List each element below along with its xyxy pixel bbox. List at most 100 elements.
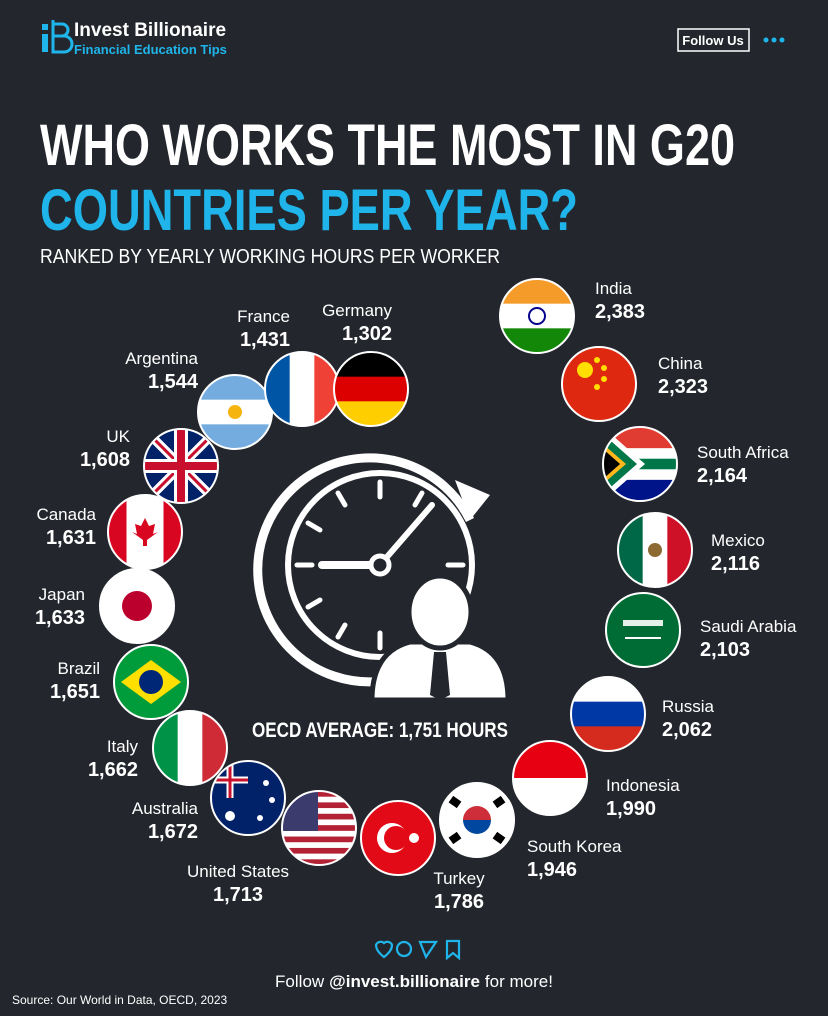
flag-emblem xyxy=(528,307,546,325)
flag-border xyxy=(152,710,228,786)
flag-emblem xyxy=(601,376,607,382)
flag-stripe xyxy=(603,448,677,460)
country-hours: 1,631 xyxy=(46,527,96,549)
flag-body xyxy=(603,427,677,501)
oecd-average: OECD AVERAGE: 1,751 HOURS xyxy=(252,719,508,742)
flag xyxy=(333,351,409,427)
country-name: Canada xyxy=(36,505,96,524)
tagline: Financial Education Tips xyxy=(74,42,227,57)
flag-border xyxy=(570,676,646,752)
country-name: Indonesia xyxy=(606,776,680,795)
country-hours: 1,713 xyxy=(213,884,263,906)
flag xyxy=(561,346,637,422)
flag-stripe xyxy=(282,813,356,820)
flag-emblem xyxy=(211,761,248,798)
flag-body xyxy=(114,645,188,719)
social-icons[interactable] xyxy=(374,939,461,961)
flag-body xyxy=(100,569,174,643)
flag-emblem xyxy=(648,543,662,557)
follow-line: Follow @invest.billionaire for more! xyxy=(275,972,553,991)
country-hours: 1,990 xyxy=(606,798,656,820)
flag-emblem xyxy=(463,806,491,820)
flag xyxy=(602,426,678,502)
follow-prefix: Follow xyxy=(275,972,325,991)
flag-emblem xyxy=(225,811,235,821)
flag-border xyxy=(107,494,183,570)
flag-stripe xyxy=(289,352,315,426)
flag-border xyxy=(143,428,219,504)
flag-stripe xyxy=(282,853,356,860)
country-hours: 2,062 xyxy=(662,719,712,741)
country-name: India xyxy=(595,279,632,298)
brand: Invest Billionaire xyxy=(74,20,226,41)
flag-border xyxy=(602,426,678,502)
flag-emblem xyxy=(269,797,275,803)
flag-border xyxy=(499,278,575,354)
flag-emblem xyxy=(122,591,152,621)
flag-stripe xyxy=(571,701,645,727)
flag xyxy=(281,790,357,866)
flag-border xyxy=(561,346,637,422)
flag-border xyxy=(113,644,189,720)
flag-emblem xyxy=(257,815,263,821)
flag-stripe xyxy=(282,830,356,838)
flag-border xyxy=(512,740,588,816)
follow-button[interactable] xyxy=(677,28,750,52)
flag-emblem xyxy=(139,670,163,694)
flag-emblem xyxy=(623,620,663,626)
flag xyxy=(210,760,286,836)
flag-stripe xyxy=(282,847,356,855)
flag xyxy=(499,278,575,354)
subtitle: RANKED BY YEARLY WORKING HOURS PER WORKE… xyxy=(40,246,500,268)
flag-stripe xyxy=(282,802,356,809)
flag-emblem xyxy=(492,795,506,809)
follow-button-label[interactable]: Follow Us xyxy=(682,33,743,48)
country-hours: 1,302 xyxy=(342,323,392,345)
flag-emblem xyxy=(384,826,408,850)
flag-border xyxy=(281,790,357,866)
flag-emblem xyxy=(228,405,242,419)
flag-stripe xyxy=(282,808,356,815)
flag-stripe xyxy=(282,836,356,843)
flag-stripe xyxy=(334,376,408,402)
country-hours: 2,116 xyxy=(711,553,760,575)
flag xyxy=(264,351,340,427)
title-line-1: WHO WORKS THE MOST IN G20 xyxy=(40,113,735,178)
flag xyxy=(617,512,693,588)
flag-border xyxy=(605,592,681,668)
flag-border xyxy=(439,782,515,858)
flag-emblem xyxy=(594,357,600,363)
flag xyxy=(197,374,273,450)
flag-body xyxy=(440,783,514,857)
country-name: UK xyxy=(106,427,130,446)
more-menu[interactable] xyxy=(763,37,785,43)
flag xyxy=(512,740,588,816)
flag-stripe xyxy=(282,825,356,832)
flag-body xyxy=(606,593,680,667)
flag-emblem xyxy=(132,518,158,546)
flag-emblem xyxy=(603,449,620,479)
country-name: Saudi Arabia xyxy=(700,617,797,636)
country-name: Mexico xyxy=(711,531,765,550)
person-icon xyxy=(369,573,511,703)
country-hours: 1,633 xyxy=(35,607,85,629)
flag xyxy=(143,428,219,504)
flag-body xyxy=(334,352,408,426)
handle: @invest.billionaire xyxy=(329,972,480,991)
country-name: United States xyxy=(187,862,289,881)
country-name: Brazil xyxy=(57,659,100,678)
flag-stripe xyxy=(603,427,677,439)
flag-emblem xyxy=(492,831,506,845)
country-name: Turkey xyxy=(433,869,485,888)
flag-emblem xyxy=(409,833,419,843)
flag-border xyxy=(210,760,286,836)
flag-body xyxy=(361,801,435,875)
country-name: Russia xyxy=(662,697,715,716)
flag xyxy=(113,644,189,720)
country-hours: 1,662 xyxy=(88,759,138,781)
flag-emblem xyxy=(577,362,593,378)
flag-emblem xyxy=(594,384,600,390)
flag-stripe xyxy=(606,593,680,667)
flag-emblem xyxy=(448,831,462,845)
flag-border xyxy=(617,512,693,588)
